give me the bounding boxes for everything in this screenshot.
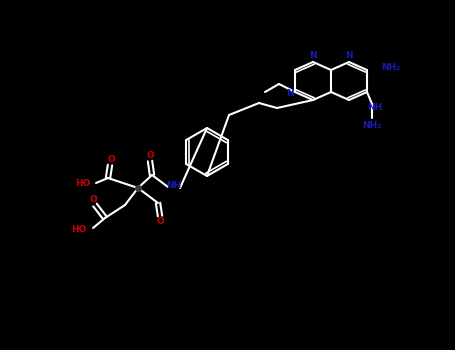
Text: O: O: [146, 150, 154, 160]
Text: NH: NH: [167, 182, 182, 190]
Text: HO: HO: [71, 224, 87, 233]
Text: NH: NH: [367, 104, 383, 112]
Text: N: N: [309, 51, 317, 61]
Text: NH₂: NH₂: [362, 121, 382, 131]
Text: O: O: [107, 154, 115, 163]
Text: O: O: [89, 195, 97, 203]
Text: N: N: [286, 89, 294, 98]
Text: NH₂: NH₂: [381, 63, 400, 71]
Text: N: N: [345, 51, 353, 61]
Text: HO: HO: [75, 178, 90, 188]
Text: O: O: [156, 217, 164, 226]
